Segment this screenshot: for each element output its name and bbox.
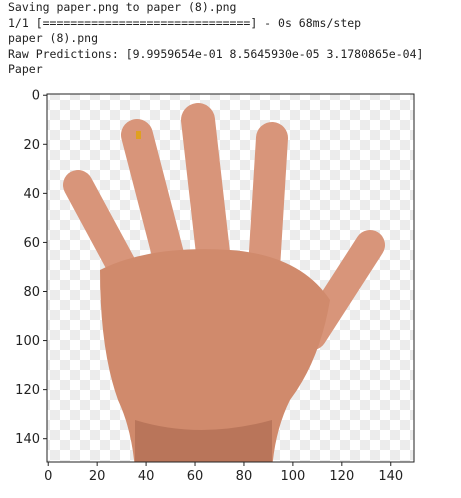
y-tick-label: 100 <box>15 334 40 349</box>
console-line: paper (8).png <box>8 31 99 46</box>
x-tick-label: 120 <box>329 469 354 484</box>
x-tick-label: 40 <box>138 469 155 484</box>
y-tick-label: 120 <box>15 383 40 398</box>
x-tick-label: 140 <box>378 469 403 484</box>
x-tick-label: 80 <box>236 469 253 484</box>
y-tick-label: 20 <box>23 138 40 153</box>
y-tick-label: 60 <box>23 236 40 251</box>
x-tick-label: 0 <box>44 469 52 484</box>
console-line: Paper <box>8 62 43 77</box>
axes-frame <box>46 93 415 463</box>
y-tick-label: 140 <box>15 432 40 447</box>
console-line: Raw Predictions: [9.9959654e-01 8.564593… <box>8 46 424 61</box>
y-tick-label: 40 <box>23 187 40 202</box>
y-tick-label: 0 <box>32 89 40 104</box>
x-tick-label: 100 <box>280 469 305 484</box>
console-line: Saving paper.png to paper (8).png <box>8 0 237 14</box>
console-line: 1/1 [==============================] - 0… <box>8 15 362 30</box>
x-tick-label: 60 <box>187 469 204 484</box>
console-output: Saving paper.png to paper (8).png 1/1 [==… <box>8 0 423 78</box>
y-tick-label: 80 <box>23 285 40 300</box>
image <box>47 94 414 462</box>
x-tick-label: 20 <box>89 469 106 484</box>
